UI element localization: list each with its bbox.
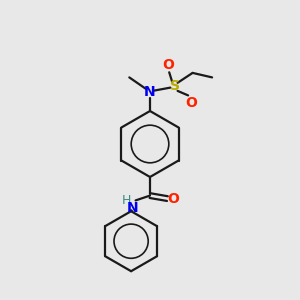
Text: N: N <box>144 85 156 99</box>
Text: S: S <box>169 80 180 93</box>
Text: O: O <box>185 96 197 110</box>
Text: N: N <box>127 201 138 214</box>
Text: O: O <box>162 58 174 72</box>
Text: O: O <box>167 192 179 206</box>
Text: H: H <box>121 194 131 208</box>
